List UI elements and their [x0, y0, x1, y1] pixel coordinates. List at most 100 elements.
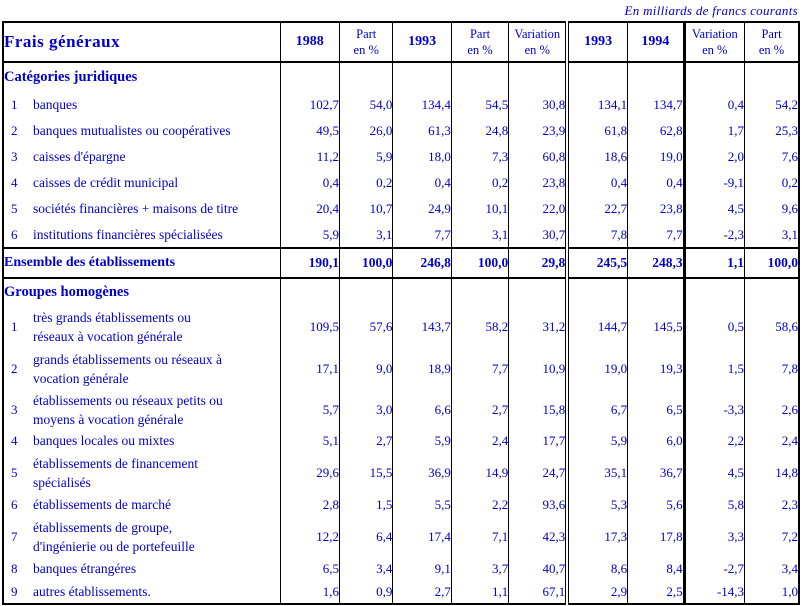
frais-generaux-table: Frais généraux 1988 Part en % 1993 Part en % V… — [2, 21, 800, 605]
total-value-cell: 246,8 — [392, 248, 452, 278]
row-number: 3 — [11, 402, 18, 417]
value-cell: 57,6 — [339, 306, 394, 348]
value-cell: 0,2 — [451, 170, 510, 196]
table-row: 6 institutions financières spécialisées 5,… — [3, 222, 799, 248]
value-cell: 2,4 — [451, 430, 510, 452]
column-header: Variation en % — [684, 22, 746, 62]
column-header: 1993 — [392, 22, 452, 62]
value-cell: 0,4 — [392, 170, 452, 196]
value-cell: 3,4 — [339, 558, 394, 580]
section-header-row: Catégories juridiques — [3, 62, 799, 92]
value-cell: 36,7 — [627, 452, 686, 494]
value-cell: 134,1 — [567, 92, 629, 118]
value-cell: 1,7 — [684, 118, 746, 144]
total-label: Ensemble des établissements — [3, 248, 281, 278]
row-number: 1 — [11, 97, 18, 112]
table-row: 2 grands établissements ou réseaux à voca… — [3, 348, 799, 390]
value-cell: 7,3 — [451, 144, 510, 170]
total-row: Ensemble des établissements 190,1 100,0 246… — [3, 248, 799, 278]
table-cell — [392, 62, 452, 92]
value-cell: 5,9 — [339, 144, 394, 170]
value-cell: 3,4 — [781, 561, 798, 576]
value-cell: 61,3 — [392, 118, 452, 144]
value-cell: 9,1 — [392, 558, 452, 580]
value-cell: 7,8 — [781, 361, 798, 376]
value-cell: 0,5 — [684, 306, 746, 348]
value-cell: 1,5 — [684, 348, 746, 390]
value-cell: 24,7 — [508, 452, 570, 494]
value-cell: 17,1 — [280, 348, 341, 390]
total-value-cell: 100,0 — [767, 255, 798, 270]
row-label-cell: 6 établissements de marché — [3, 494, 281, 516]
column-header: Variation en % — [508, 22, 570, 62]
row-number: 7 — [11, 529, 18, 544]
value-cell: 7,8 — [567, 222, 629, 248]
row-number: 1 — [11, 319, 18, 334]
total-value-cell: 29,8 — [508, 248, 570, 278]
total-value-cell: 245,5 — [567, 248, 629, 278]
row-label-cell: 5 établissements de financement spécialis… — [3, 452, 281, 494]
value-cell: 3,7 — [451, 558, 510, 580]
row-label: caisses de crédit municipal — [33, 175, 179, 191]
value-cell: 17,7 — [508, 430, 570, 452]
value-cell: 5,6 — [627, 494, 686, 516]
table-row: 5 sociétés financières + maisons de titre… — [3, 196, 799, 222]
table-cell — [567, 62, 629, 92]
row-number: 4 — [11, 433, 18, 448]
row-label: grands établissements ou réseaux à vocat… — [33, 351, 222, 386]
units-note: En milliards de francs courants — [624, 3, 798, 18]
row-label-cell: 4 banques locales ou mixtes — [3, 430, 281, 452]
value-cell: 2,5 — [627, 580, 686, 604]
value-cell: -3,3 — [684, 390, 746, 430]
table-row: 2 banques mutualistes ou coopératives 49,5… — [3, 118, 799, 144]
value-cell: 49,5 — [280, 118, 341, 144]
table-cell — [745, 278, 799, 306]
value-cell: 3,1 — [451, 222, 510, 248]
value-cell: 93,6 — [508, 494, 570, 516]
section-header-row: Groupes homogènes — [3, 278, 799, 306]
table-cell — [745, 62, 799, 92]
value-cell: 19,3 — [627, 348, 686, 390]
value-cell: 54,0 — [339, 92, 394, 118]
value-cell: -2,7 — [684, 558, 746, 580]
total-value-cell: 190,1 — [280, 248, 341, 278]
table-cell — [508, 62, 570, 92]
value-cell: 22,7 — [567, 196, 629, 222]
row-label-cell: 1 banques — [3, 92, 281, 118]
value-cell: 8,4 — [627, 558, 686, 580]
table-cell — [684, 278, 746, 306]
total-value-cell: 248,3 — [627, 248, 686, 278]
value-cell: 6,5 — [627, 390, 686, 430]
value-cell: 4,5 — [684, 452, 746, 494]
table-row: 9 autres établissements. 1,6 0,9 2,7 1,1 67,1 2… — [3, 580, 799, 604]
value-cell: 8,6 — [567, 558, 629, 580]
row-number: 9 — [11, 583, 18, 599]
value-cell: 2,4 — [781, 433, 798, 448]
value-cell: 102,7 — [280, 92, 341, 118]
row-label: banques locales ou mixtes — [33, 433, 175, 449]
value-cell: 2,3 — [781, 497, 798, 512]
total-value-cell: 1,1 — [684, 248, 746, 278]
row-label-cell: 2 grands établissements ou réseaux à voca… — [3, 348, 281, 390]
value-cell: 5,3 — [567, 494, 629, 516]
value-cell: 54,2 — [775, 97, 798, 112]
row-label: très grands établissements ou réseaux à … — [33, 309, 191, 344]
value-cell: -2,3 — [684, 222, 746, 248]
value-cell: 22,0 — [508, 196, 570, 222]
value-cell: 2,6 — [781, 402, 798, 417]
table-cell — [567, 278, 629, 306]
value-cell: 17,8 — [627, 516, 686, 558]
value-cell: 30,7 — [508, 222, 570, 248]
value-cell: 1,6 — [280, 580, 341, 604]
table-row: 3 établissements ou réseaux petits ou moy… — [3, 390, 799, 430]
row-label-cell: 8 banques étrangéres — [3, 558, 281, 580]
value-cell: 134,7 — [627, 92, 686, 118]
row-label: institutions financières spécialisées — [33, 226, 223, 242]
value-cell: 30,8 — [508, 92, 570, 118]
value-cell: 17,4 — [392, 516, 452, 558]
value-cell: 2,7 — [339, 430, 394, 452]
row-label-cell: 9 autres établissements. — [3, 580, 281, 604]
value-cell: 3,0 — [339, 390, 394, 430]
table-row: 4 banques locales ou mixtes 5,1 2,7 5,9 2,4 17… — [3, 430, 799, 452]
value-cell: 54,5 — [451, 92, 510, 118]
